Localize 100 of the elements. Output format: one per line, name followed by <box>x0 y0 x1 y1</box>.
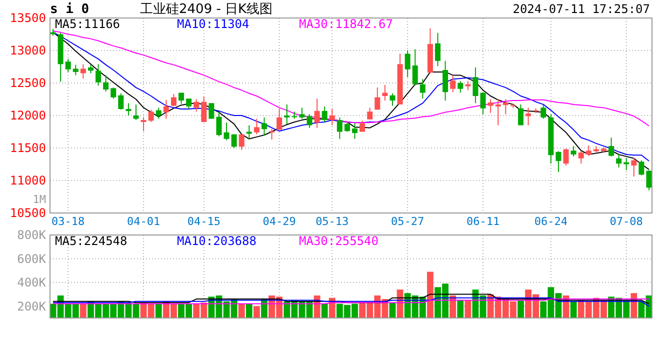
candlestick <box>254 118 260 135</box>
candlestick <box>284 104 290 124</box>
candlestick <box>148 109 154 122</box>
x-tick-label: 05-13 <box>316 215 349 228</box>
x-tick-label: 03-18 <box>52 215 85 228</box>
text: MA30:11842.67 <box>299 17 393 31</box>
candlestick <box>646 170 652 191</box>
candlestick <box>299 107 305 120</box>
chart-title: 工业硅2409 - 日K线图 <box>140 2 273 17</box>
candlestick <box>329 108 335 126</box>
candlestick <box>261 116 267 136</box>
candlestick <box>201 96 207 122</box>
candlestick <box>495 98 501 126</box>
candlestick <box>563 148 569 166</box>
candlestick <box>314 98 320 128</box>
candlestick <box>556 150 562 173</box>
candlestick <box>140 116 146 132</box>
candlestick <box>238 134 244 150</box>
text: MA10:11304 <box>177 17 250 31</box>
candlestick <box>208 102 214 120</box>
candlestick <box>231 134 237 148</box>
x-tick-label: 06-24 <box>534 215 568 228</box>
chart-subtitle: s i 0 <box>50 2 90 17</box>
candlestick <box>382 84 388 102</box>
candlestick <box>526 107 532 126</box>
candlestick <box>624 157 630 171</box>
candlestick <box>458 80 464 94</box>
candlestick <box>638 160 644 176</box>
series-label: MA5:11166 <box>55 17 120 31</box>
y-tick-label: 200K <box>17 299 47 314</box>
candlestick <box>194 98 200 112</box>
candlestick <box>360 120 366 132</box>
candlestick <box>420 78 426 100</box>
candlestick <box>608 137 614 157</box>
candlestick <box>186 98 192 110</box>
candlestick <box>216 111 222 137</box>
candlestick <box>502 98 508 115</box>
candlestick <box>269 128 275 140</box>
text: 1M <box>32 193 46 206</box>
candlestick <box>412 48 418 86</box>
candlestick <box>65 58 71 72</box>
y-tick-label: 13500 <box>10 11 46 26</box>
candlestick <box>224 122 230 141</box>
candlestick <box>488 98 494 114</box>
x-tick-label: 04-29 <box>262 215 296 228</box>
candlestick <box>322 106 328 122</box>
candlestick <box>163 99 169 120</box>
candlestick <box>631 157 637 178</box>
x-tick-label: 04-15 <box>187 215 220 228</box>
candlestick <box>306 114 312 128</box>
y-tick-label: 800K <box>17 228 47 242</box>
line-series <box>52 294 650 304</box>
candlestick <box>110 87 116 100</box>
y-tick-label: 600K <box>17 252 47 266</box>
y-tick-label: 10500 <box>10 206 46 220</box>
candlestick <box>170 94 176 107</box>
candlestick <box>390 92 396 106</box>
y-tick-label: 12000 <box>10 108 46 123</box>
candlestick <box>103 74 109 92</box>
candlestick <box>435 32 441 67</box>
y-tick-label: 11000 <box>10 174 46 188</box>
candlestick <box>404 50 410 78</box>
line-series <box>52 297 650 307</box>
candlestick <box>133 104 139 121</box>
text: MA5:224548 <box>55 234 128 248</box>
candlestick <box>156 107 162 120</box>
y-tick-label: 13000 <box>10 44 46 58</box>
candlestick <box>96 64 102 86</box>
x-tick-label: 07-08 <box>610 215 643 228</box>
candlestick <box>616 153 622 168</box>
candlestick <box>352 122 358 140</box>
text: MA30:255540 <box>299 234 378 248</box>
candlestick <box>586 144 592 156</box>
candlestick <box>442 60 448 102</box>
candlestick <box>72 64 78 76</box>
candlestick <box>344 122 350 132</box>
candlestick <box>367 107 373 120</box>
candlestick <box>472 66 478 104</box>
x-tick-label: 04-01 <box>126 215 160 228</box>
candlestick <box>465 80 471 91</box>
y-tick-label: 12500 <box>10 76 46 90</box>
x-tick-label: 05-27 <box>391 215 424 228</box>
y-tick-label: 11500 <box>10 141 46 156</box>
candlestick <box>276 108 282 130</box>
candlestick <box>570 146 576 157</box>
candlestick <box>578 150 584 164</box>
candlestick <box>80 64 86 79</box>
candlestick <box>292 111 298 120</box>
candlestick <box>540 104 546 120</box>
candlestick <box>118 92 124 110</box>
candlestick <box>374 87 380 110</box>
candlestick <box>480 92 486 115</box>
x-tick-label: 06-11 <box>466 215 500 228</box>
candlestick <box>518 104 524 126</box>
y-tick-label: 400K <box>17 276 47 290</box>
text: MA10:203688 <box>177 234 256 248</box>
candlestick <box>126 102 132 116</box>
text: 2024-07-11 17:25:07 <box>512 2 650 16</box>
candlestick <box>450 74 456 93</box>
candlestick <box>336 116 342 140</box>
